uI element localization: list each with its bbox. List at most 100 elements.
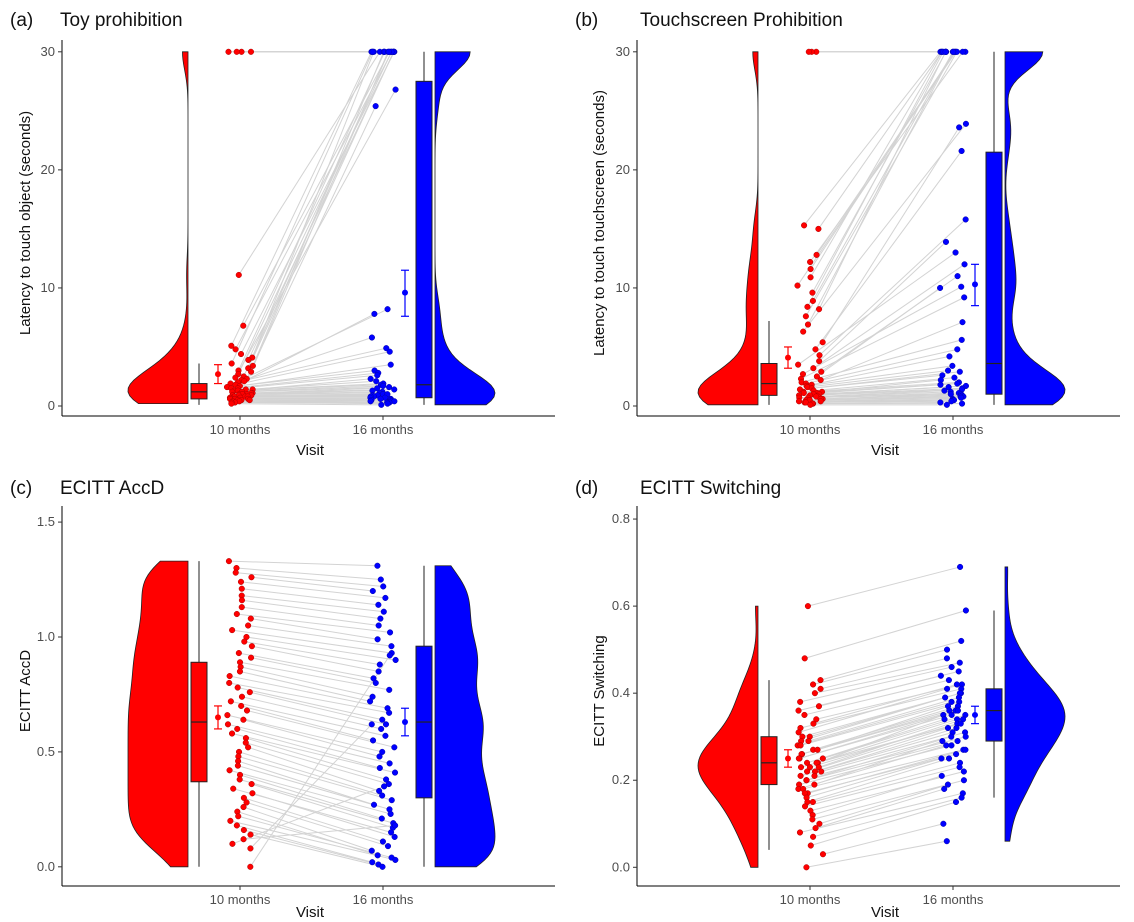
data-point bbox=[804, 603, 811, 610]
paired-line bbox=[803, 749, 964, 790]
panel-d: (d) ECITT Switching 0.0 0.2 0.4 0.6 0.8 10 mont… bbox=[575, 478, 1120, 921]
paired-line bbox=[238, 815, 392, 859]
data-point bbox=[232, 374, 239, 381]
y-tick-label: 30 bbox=[616, 44, 630, 59]
paired-line bbox=[241, 705, 374, 741]
data-point bbox=[807, 274, 814, 281]
paired-line bbox=[816, 287, 941, 377]
points-10-months bbox=[224, 558, 256, 870]
data-point bbox=[248, 574, 255, 581]
data-point bbox=[374, 852, 381, 859]
data-point bbox=[810, 833, 817, 840]
data-point bbox=[948, 664, 955, 671]
paired-line bbox=[820, 321, 963, 381]
mean-ci-10-months bbox=[784, 749, 792, 768]
paired-line bbox=[241, 386, 390, 393]
paired-line bbox=[239, 774, 382, 820]
data-point bbox=[247, 615, 254, 622]
paired-line bbox=[238, 51, 386, 371]
paired-line bbox=[806, 840, 947, 868]
paired-line bbox=[231, 51, 374, 364]
paired-line bbox=[810, 801, 957, 847]
paired-line bbox=[806, 51, 944, 308]
paired-line bbox=[242, 51, 390, 326]
boxplot-10-months bbox=[190, 363, 208, 405]
y-tick-label: 20 bbox=[616, 162, 630, 177]
y-tick-label: 0.0 bbox=[37, 859, 55, 874]
paired-line bbox=[235, 572, 384, 587]
data-point bbox=[807, 258, 814, 266]
paired-line bbox=[817, 714, 944, 764]
panel-letter: (b) bbox=[575, 10, 598, 31]
data-point bbox=[961, 261, 968, 268]
paired-line bbox=[798, 744, 952, 786]
paired-line bbox=[812, 762, 961, 803]
paired-line bbox=[801, 339, 962, 383]
data-point bbox=[805, 48, 812, 55]
data-point bbox=[957, 720, 964, 727]
paired-line bbox=[226, 370, 375, 388]
x-tick-label: 10 months bbox=[210, 892, 271, 907]
paired-line bbox=[806, 727, 949, 773]
data-point bbox=[943, 742, 950, 749]
mean-point bbox=[785, 354, 791, 361]
x-tick-label: 10 months bbox=[780, 422, 841, 437]
data-point bbox=[816, 820, 823, 827]
paired-line bbox=[798, 675, 941, 712]
panel-c: (c) ECITT AccD 0.0 0.5 1.0 1.5 10 months 16 mon… bbox=[10, 478, 555, 921]
data-point bbox=[392, 86, 399, 93]
mean-ci-16-months bbox=[971, 263, 979, 307]
data-point bbox=[816, 306, 823, 313]
data-point bbox=[809, 297, 816, 304]
data-point bbox=[801, 222, 808, 229]
data-point bbox=[953, 724, 960, 732]
data-point bbox=[378, 725, 385, 732]
data-point bbox=[944, 724, 952, 732]
data-point bbox=[940, 820, 947, 827]
paired-line bbox=[247, 746, 380, 792]
paired-line bbox=[804, 766, 960, 807]
data-point bbox=[240, 836, 247, 843]
data-point bbox=[954, 707, 961, 714]
paired-line bbox=[238, 652, 374, 679]
data-point bbox=[226, 767, 233, 774]
paired-line bbox=[250, 657, 376, 684]
panel-title: Toy prohibition bbox=[60, 10, 183, 31]
mean-point bbox=[972, 281, 978, 288]
mean-point bbox=[215, 371, 221, 378]
points-16-months bbox=[937, 48, 969, 408]
data-point bbox=[800, 389, 807, 397]
data-point bbox=[367, 375, 374, 382]
paired-line bbox=[812, 51, 954, 302]
data-point bbox=[384, 306, 391, 313]
data-point bbox=[795, 755, 802, 762]
panel-title: ECITT AccD bbox=[60, 478, 164, 499]
paired-line bbox=[252, 792, 395, 838]
paired-line bbox=[804, 753, 957, 794]
data-point bbox=[802, 313, 809, 320]
paired-line bbox=[800, 697, 946, 742]
paired-line bbox=[236, 613, 391, 633]
data-point bbox=[368, 721, 375, 728]
data-point bbox=[954, 738, 961, 745]
data-point bbox=[386, 686, 393, 693]
paired-line bbox=[805, 348, 958, 385]
data-point bbox=[945, 677, 952, 684]
data-point bbox=[380, 382, 387, 389]
data-point bbox=[379, 863, 386, 870]
paired-line bbox=[813, 386, 949, 395]
data-point bbox=[240, 716, 247, 723]
data-point bbox=[245, 356, 252, 364]
paired-line bbox=[243, 797, 384, 843]
paired-line bbox=[245, 380, 377, 390]
data-point bbox=[805, 738, 812, 745]
paired-line bbox=[243, 51, 390, 377]
box-iqr bbox=[415, 80, 433, 399]
paired-line bbox=[804, 609, 967, 659]
points-16-months bbox=[937, 563, 969, 845]
data-point bbox=[948, 742, 955, 749]
data-point bbox=[803, 777, 810, 784]
data-point bbox=[811, 690, 818, 697]
data-point bbox=[228, 730, 236, 737]
paired-lines bbox=[797, 566, 967, 868]
